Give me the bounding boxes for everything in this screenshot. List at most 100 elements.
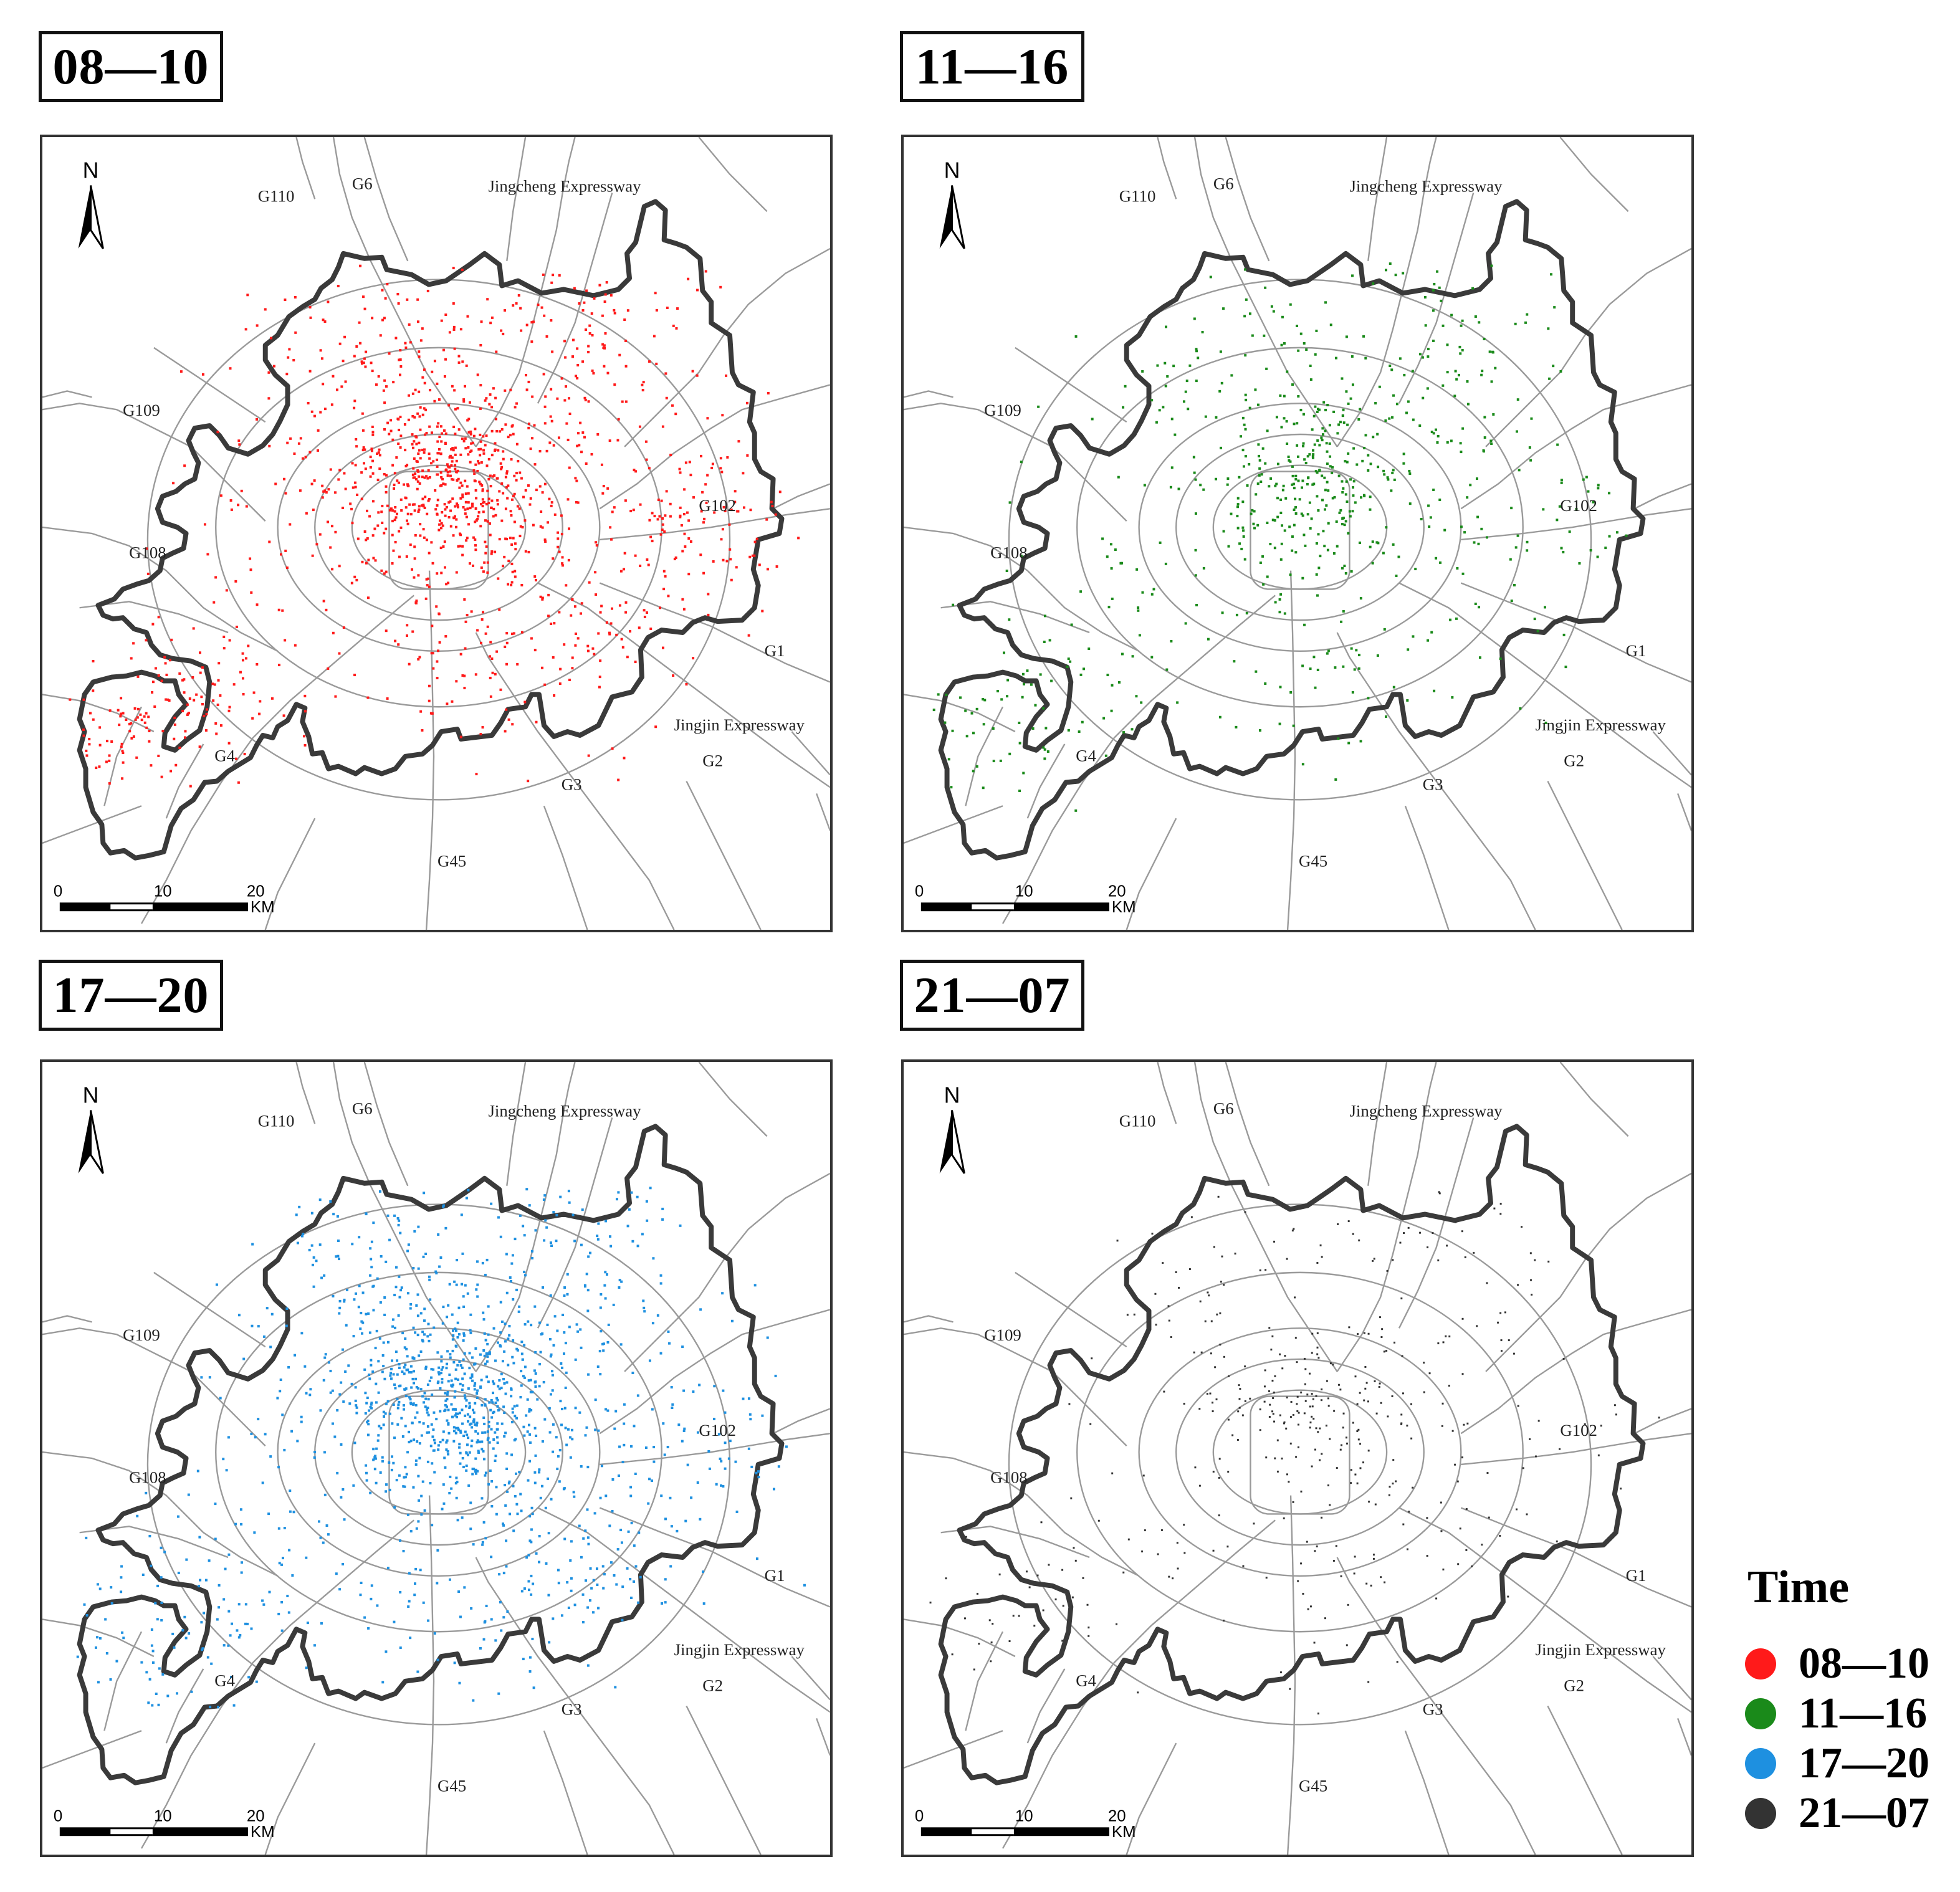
road-line <box>1485 1172 1691 1372</box>
map-point <box>463 1586 466 1589</box>
map-point <box>399 446 402 449</box>
map-point <box>965 1536 967 1538</box>
road-label-g109: G109 <box>984 401 1021 419</box>
map-point <box>1270 305 1273 308</box>
map-point <box>1326 462 1329 466</box>
map-point <box>471 502 474 505</box>
map-point <box>407 418 410 421</box>
map-point <box>1238 1398 1241 1400</box>
map-point <box>468 401 471 404</box>
map-point <box>490 552 493 555</box>
map-point <box>423 476 426 479</box>
map-point <box>1311 1465 1313 1468</box>
map-point <box>538 1362 541 1365</box>
map-point <box>400 1286 403 1289</box>
map-point <box>381 289 384 292</box>
map-point <box>232 1704 236 1707</box>
map-point <box>404 1387 408 1390</box>
map-point <box>1471 1565 1473 1567</box>
map-point <box>1212 1410 1214 1413</box>
map-point <box>632 509 635 512</box>
map-point <box>295 1213 298 1216</box>
map-point <box>1111 1472 1114 1474</box>
map-point <box>1406 699 1409 702</box>
map-point <box>1375 1412 1378 1415</box>
map-point <box>396 293 399 296</box>
map-point <box>976 1592 978 1595</box>
map-point <box>365 1212 368 1215</box>
map-point <box>1490 380 1493 383</box>
map-point <box>1238 1384 1240 1387</box>
map-point <box>428 1275 431 1278</box>
map-point <box>441 477 444 480</box>
map-point <box>312 1256 315 1259</box>
map-point <box>1346 500 1349 504</box>
map-point <box>1244 428 1247 431</box>
map-point <box>538 450 542 453</box>
map-point <box>560 1614 563 1617</box>
map-point <box>400 1417 403 1420</box>
map-point <box>345 1324 348 1327</box>
map-point <box>1517 1284 1519 1286</box>
map-point <box>375 1329 378 1332</box>
map-point <box>1455 378 1458 381</box>
map-point <box>519 535 522 538</box>
map-point <box>648 1359 651 1362</box>
map-point <box>620 1280 623 1283</box>
map-point <box>462 400 466 403</box>
map-point <box>201 702 204 705</box>
map-point <box>356 494 359 497</box>
map-point <box>527 380 530 383</box>
map-point <box>1356 1482 1359 1484</box>
map-point <box>479 1353 482 1356</box>
map-point <box>1460 324 1463 327</box>
map-point <box>588 581 591 584</box>
point-layer <box>929 1191 1660 1715</box>
map-point <box>444 508 447 511</box>
map-point <box>566 1581 569 1584</box>
map-point <box>312 1285 315 1288</box>
map-point <box>462 1305 466 1308</box>
map-point <box>406 522 409 525</box>
map-point <box>498 608 501 611</box>
map-point <box>247 1676 251 1679</box>
map-point <box>563 1286 566 1289</box>
map-point <box>471 1379 474 1382</box>
map-point <box>413 1382 416 1385</box>
map-point <box>423 448 426 451</box>
map-point <box>1407 1226 1410 1229</box>
map-point <box>436 465 439 468</box>
map-point <box>338 1588 342 1591</box>
map-point <box>406 483 409 486</box>
map-point <box>474 520 477 523</box>
map-point <box>451 1349 454 1352</box>
map-point <box>432 1368 435 1371</box>
map-point <box>444 432 447 435</box>
map-point <box>1367 1681 1370 1683</box>
map-point <box>1276 1470 1279 1473</box>
map-point <box>1382 469 1385 472</box>
map-point <box>1471 287 1475 290</box>
map-point <box>1285 420 1288 423</box>
map-point <box>1283 1422 1285 1425</box>
map-point <box>459 453 462 456</box>
map-point <box>1388 1494 1390 1496</box>
map-point <box>975 707 978 710</box>
map-point <box>1118 681 1121 684</box>
map-point <box>500 329 503 332</box>
map-point <box>325 608 328 611</box>
road-line <box>1652 731 1691 776</box>
panel-title-3: 17—20 <box>39 960 223 1031</box>
map-point <box>150 1628 153 1631</box>
map-point <box>390 507 393 510</box>
map-point <box>378 448 381 451</box>
map-point <box>338 1393 342 1396</box>
map-point <box>150 764 153 767</box>
map-point <box>1461 1317 1464 1320</box>
road-line <box>904 1315 954 1323</box>
map-point <box>591 647 595 650</box>
map-point <box>611 1478 614 1481</box>
road-label-jingcheng: Jingcheng Expressway <box>1349 176 1503 195</box>
map-point <box>563 643 566 646</box>
map-point <box>481 505 484 508</box>
